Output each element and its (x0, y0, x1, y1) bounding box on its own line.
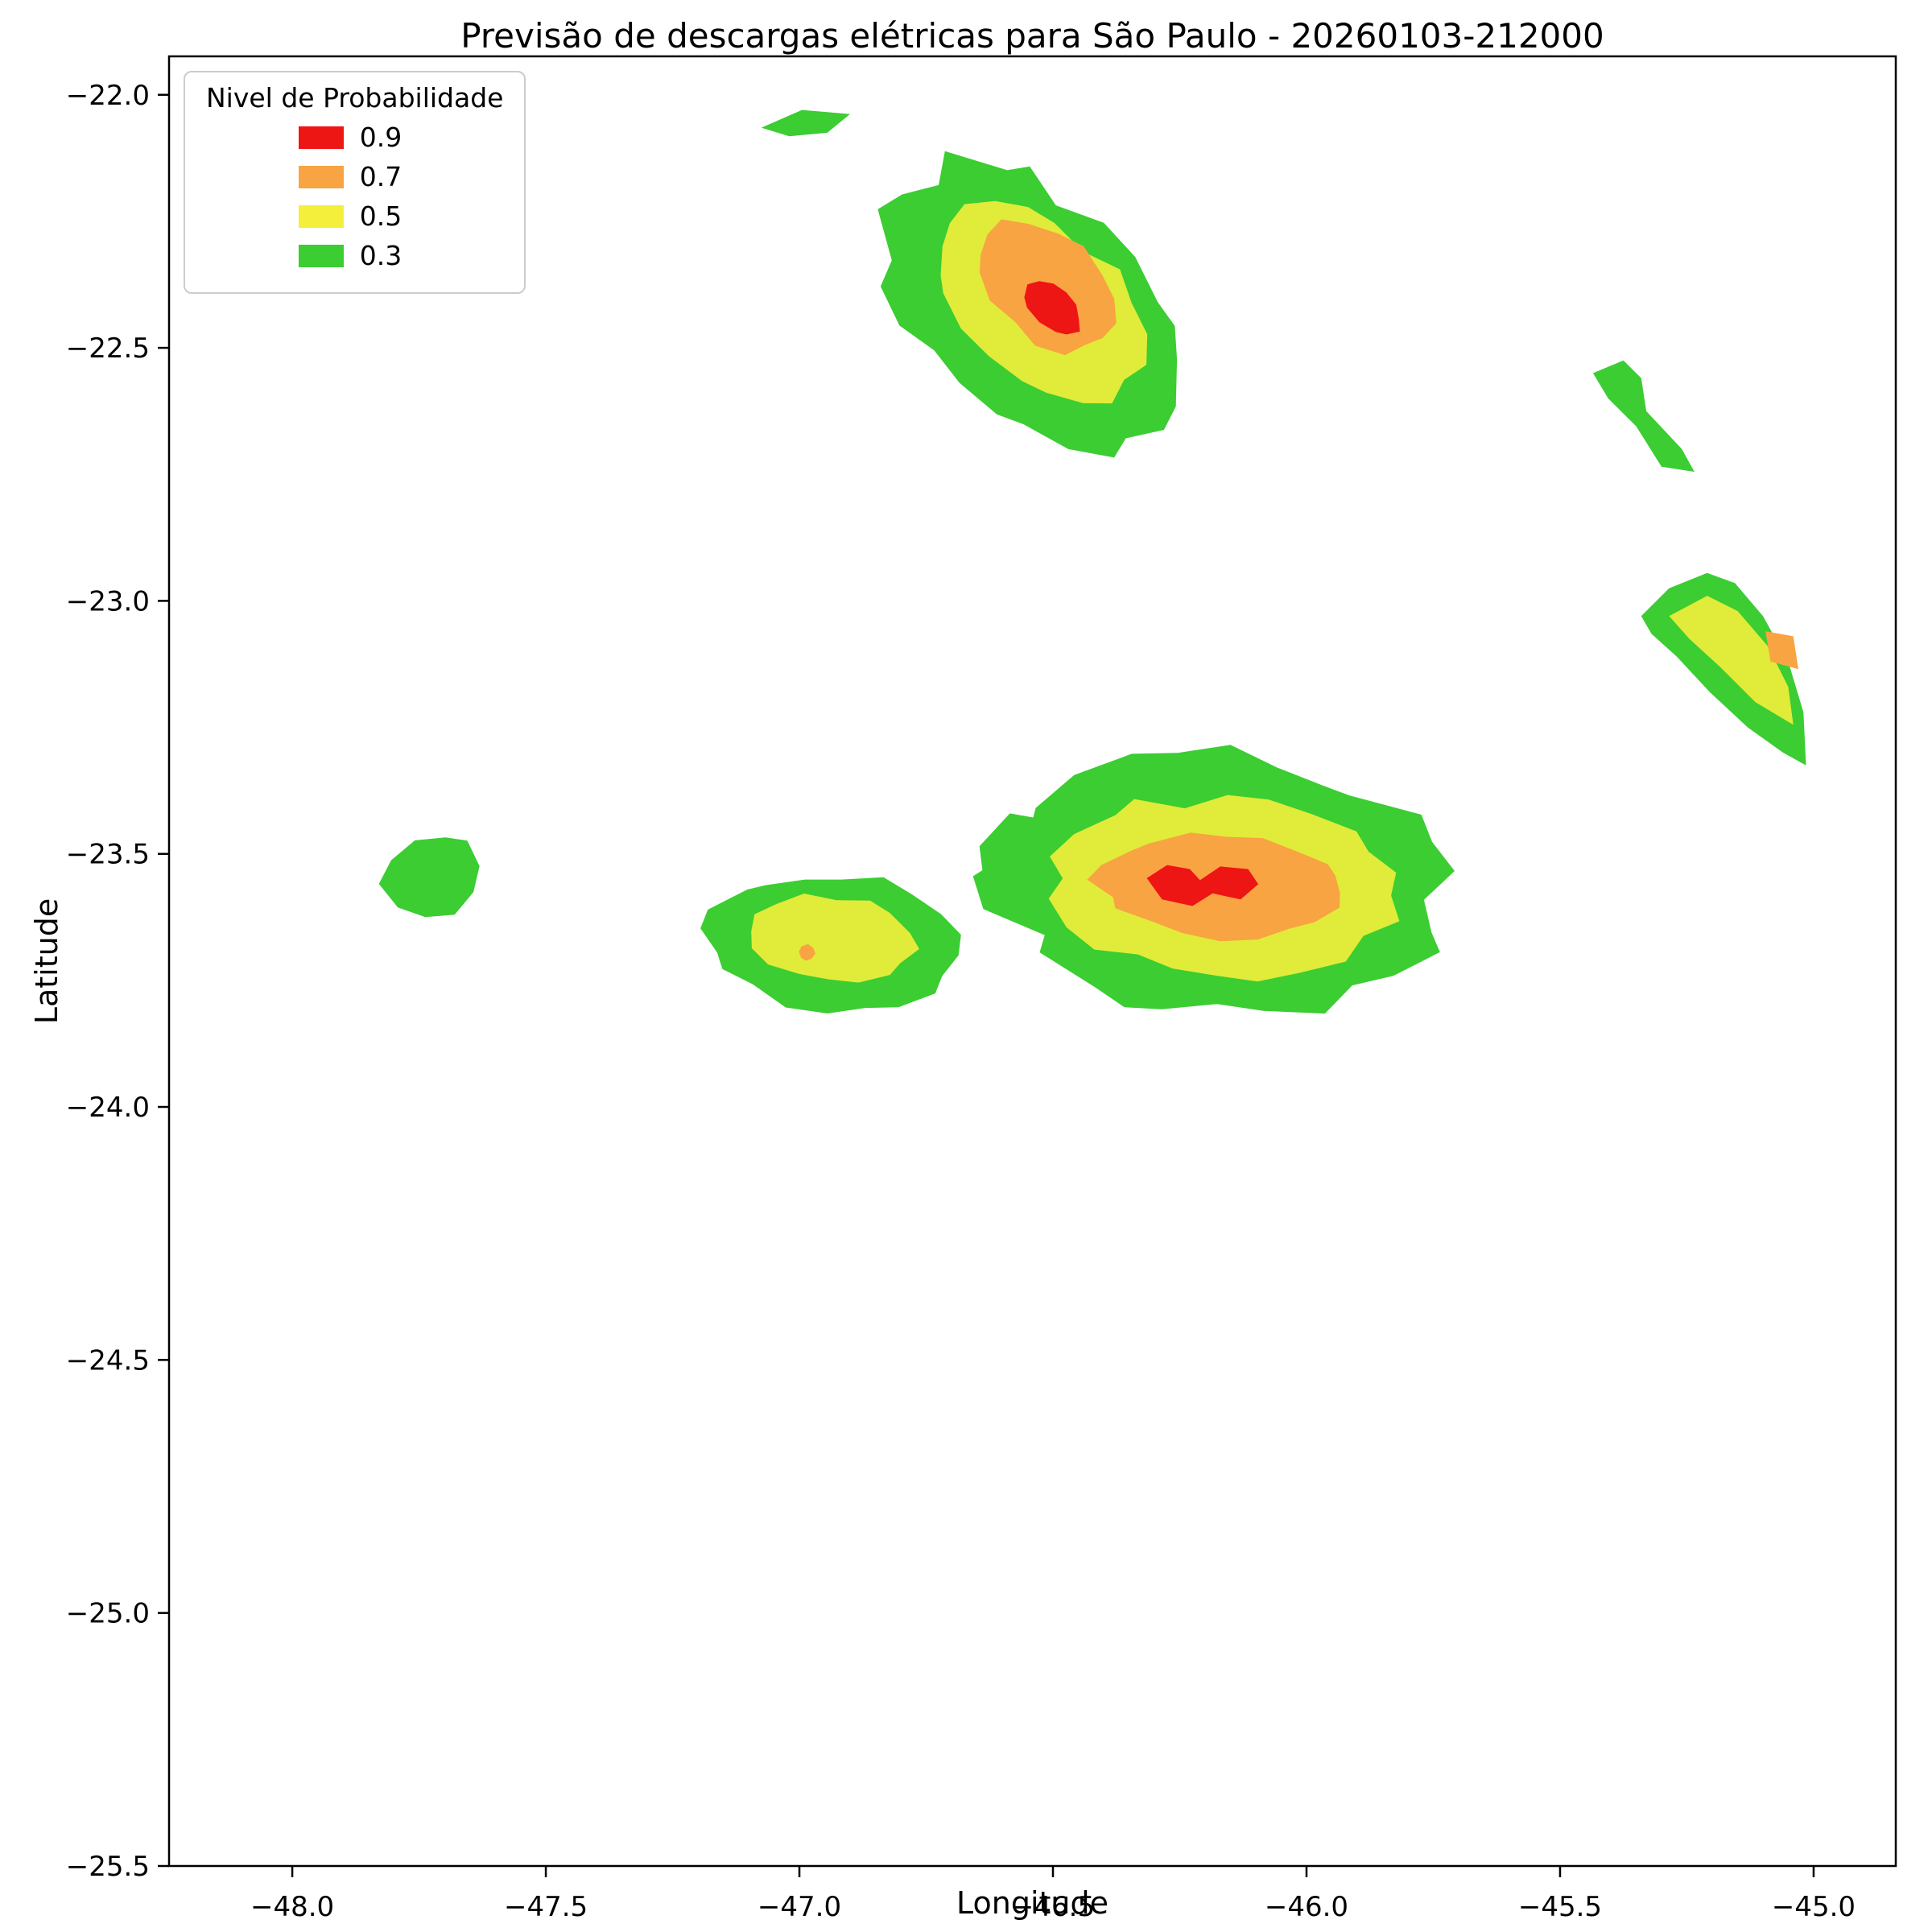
y-axis-label: Latitude (29, 898, 64, 1025)
contour-cell-main-core (1146, 865, 1259, 906)
legend-swatch (298, 126, 344, 149)
legend-entry-0.5: 0.5 (206, 200, 503, 232)
y-tick-label: −25.0 (66, 1598, 150, 1630)
legend-title: Nivel de Probabilidade (206, 82, 504, 114)
x-tick-label: −45.5 (1518, 1891, 1602, 1923)
legend: Nivel de Probabilidade 0.9 0.7 0.5 0.3 (184, 71, 526, 294)
chart-title: Previsão de descargas elétricas para São… (460, 16, 1604, 56)
contour-cell-west-0.3 (378, 837, 480, 918)
y-tick-label: −23.0 (66, 585, 150, 617)
x-tick-label: −47.5 (504, 1891, 588, 1923)
x-tick-label: −46.5 (1011, 1891, 1095, 1923)
legend-entry-0.9: 0.9 (206, 122, 503, 153)
legend-swatch (298, 204, 344, 228)
contour-cell-east-yellow (1669, 596, 1794, 725)
y-tick-label: −22.0 (66, 80, 150, 112)
contour-cell-north-0.9 (1024, 281, 1080, 335)
contour-cell-east-orange (1765, 631, 1798, 670)
x-tick-label: −46.0 (1265, 1891, 1348, 1923)
legend-entry-label: 0.7 (359, 161, 402, 192)
plot-border (167, 55, 1897, 1868)
legend-swatch (298, 244, 344, 267)
x-tick-label: −48.0 (250, 1891, 334, 1923)
legend-entry-0.3: 0.3 (206, 240, 503, 271)
contour-sliver-east (1592, 360, 1695, 473)
y-tick-label: −25.5 (66, 1851, 150, 1883)
legend-entry-label: 0.9 (359, 122, 402, 153)
y-tick-label: −22.5 (66, 332, 150, 365)
contour-regions (378, 109, 1806, 1014)
legend-entries: 0.9 0.7 0.5 0.3 (206, 122, 503, 271)
x-tick-label: −45.0 (1772, 1891, 1856, 1923)
contour-sliver-top (761, 109, 850, 137)
legend-entry-label: 0.5 (359, 200, 402, 232)
x-tick-label: −47.0 (758, 1891, 841, 1923)
y-tick-label: −24.5 (66, 1344, 150, 1377)
y-tick-label: −23.5 (66, 839, 150, 871)
x-axis-label: Longitude (956, 1885, 1108, 1921)
contour-cell-center-0.5 (751, 894, 919, 983)
legend-entry-0.7: 0.7 (206, 161, 503, 192)
legend-swatch (298, 165, 344, 188)
contour-cell-center-0.7 (799, 943, 815, 961)
legend-entry-label: 0.3 (359, 240, 402, 271)
y-tick-label: −24.0 (66, 1092, 150, 1124)
